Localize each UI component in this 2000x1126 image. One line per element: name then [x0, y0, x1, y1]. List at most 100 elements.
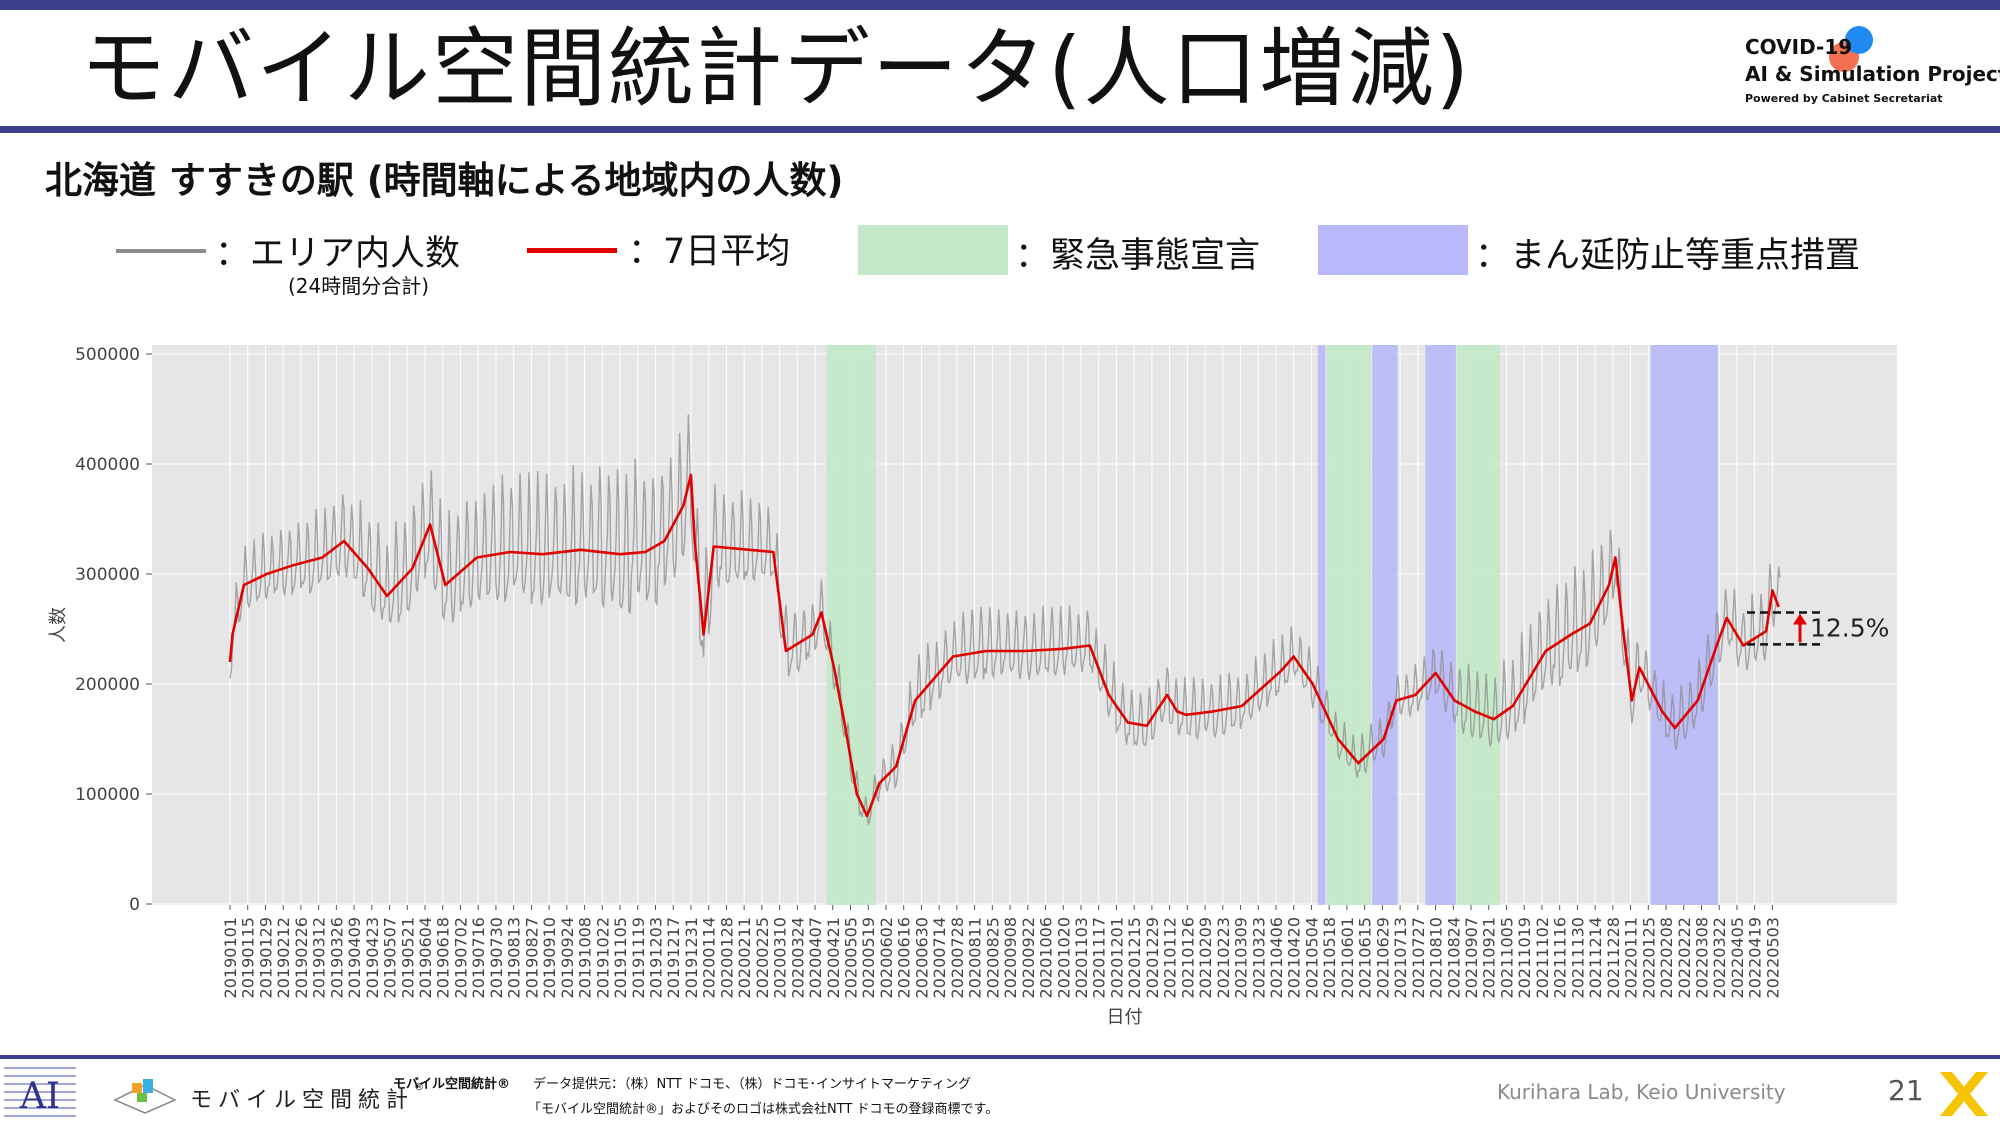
x-tick-label: 20201229 [1143, 917, 1162, 998]
x-tick-label: 20200407 [806, 917, 825, 998]
x-tick-label: 20220222 [1675, 917, 1694, 998]
footer-brand-text: モバイル空間統計 [190, 1088, 415, 1113]
x-tick-label: 20200602 [877, 917, 896, 998]
blue-dot-icon [1845, 26, 1873, 54]
x-tick-label: 20190521 [398, 917, 417, 998]
x-tick-label: 20210406 [1267, 917, 1286, 998]
x-tick-label: 20211102 [1533, 917, 1552, 998]
emergency-period [1457, 345, 1501, 905]
x-tick-label: 20211130 [1568, 917, 1587, 998]
x-tick-label: 20210907 [1462, 917, 1481, 998]
x-tick-label: 20210810 [1427, 917, 1446, 998]
x-tick-label: 20190924 [558, 917, 577, 998]
legend-emergency: ：緊急事態宣言 [1015, 236, 1261, 276]
legend-seven-day-avg: ：7日平均 [628, 232, 791, 272]
x-tick-label: 20211116 [1551, 917, 1570, 998]
x-tick-label: 20190716 [469, 917, 488, 998]
x-tick-label: 20190212 [274, 917, 293, 998]
priority-period [1425, 345, 1456, 905]
x-tick-label: 20210921 [1480, 917, 1499, 998]
footer-brand-mark: ® [414, 1082, 431, 1093]
legend-red-line-icon [527, 248, 617, 253]
x-tick-label: 20191105 [611, 917, 630, 998]
footer-provider: データ提供元：（株）NTT ドコモ、（株）ドコモ･インサイトマーケティング [533, 1077, 971, 1092]
x-tick-label: 20190326 [327, 917, 346, 998]
priority-period [1317, 345, 1326, 905]
svg-text:AI: AI [19, 1076, 60, 1117]
x-tick-label: 20220322 [1710, 917, 1729, 998]
x-tick-label: 20200324 [788, 917, 807, 998]
x-tick-label: 20190813 [505, 917, 524, 998]
x-tick-label: 20191231 [682, 917, 701, 998]
x-tick-label: 20190507 [381, 917, 400, 998]
footer-trademark: 「モバイル空間統計®」およびそのロゴは株式会社NTT ドコモの登録商標です。 [528, 1102, 999, 1117]
project-logo: COVID-19 AI & Simulation Project Powered… [1745, 26, 2000, 112]
x-tick-label: 20210420 [1285, 917, 1304, 998]
x-tick-label: 20191217 [664, 917, 683, 998]
page-title: モバイル空間統計データ(人口増減) [80, 19, 1472, 119]
chart-subtitle: 北海道 すすきの駅 (時間軸による地域内の人数) [45, 159, 844, 202]
x-tick-label: 20190618 [434, 917, 453, 998]
footer-lab: Kurihara Lab, Keio University [1497, 1080, 1786, 1104]
priority-period [1372, 345, 1398, 905]
x-tick-label: 20201103 [1072, 917, 1091, 998]
y-tick-label: 100000 [75, 785, 140, 805]
y-tick-label: 300000 [75, 565, 140, 585]
x-tick-label: 20200114 [700, 917, 719, 998]
legend-gray-line-icon [116, 249, 206, 253]
legend-green-swatch [858, 225, 1008, 275]
legend-blue-swatch [1318, 225, 1468, 275]
x-tick-label: 20211005 [1497, 917, 1516, 998]
x-tick-label: 20210615 [1356, 917, 1375, 998]
y-axis-label: 人数 [48, 607, 69, 643]
logo-line2: AI & Simulation Project [1745, 62, 2000, 86]
x-tick-label: 20200714 [930, 917, 949, 998]
x-tick-label: 20210518 [1320, 917, 1339, 998]
x-tick-label: 20200519 [859, 917, 878, 998]
legend-area-note: (24時間分合計) [288, 274, 430, 298]
emergency-period [1326, 345, 1371, 905]
x-tick-label: 20210223 [1214, 917, 1233, 998]
x-tick-label: 20220208 [1657, 917, 1676, 998]
x-tick-label: 20211019 [1515, 917, 1534, 998]
x-tick-label: 20200922 [1019, 917, 1038, 998]
x-tick-label: 20211228 [1604, 917, 1623, 998]
x-tick-label: 20190910 [540, 917, 559, 998]
x-tick-label: 20201006 [1037, 917, 1056, 998]
x-tick-label: 20210209 [1196, 917, 1215, 998]
x-tick-label: 20190129 [256, 917, 275, 998]
priority-period [1650, 345, 1718, 905]
x-tick-label: 20190730 [487, 917, 506, 998]
mobile-stat-logo-icon [110, 1075, 180, 1115]
x-tick-label: 20191203 [646, 917, 665, 998]
x-tick-label: 20211214 [1586, 917, 1605, 998]
footer-stat-label: モバイル空間統計® [393, 1077, 511, 1092]
x-tick-label: 20191008 [576, 917, 595, 998]
header-top-bar [0, 0, 2000, 10]
x-tick-label: 20191119 [629, 917, 648, 998]
x-tick-label: 20200630 [912, 917, 931, 998]
x-tick-label: 20200421 [824, 917, 843, 998]
x-tick-label: 20210112 [1161, 917, 1180, 998]
x-tick-label: 20210504 [1302, 917, 1321, 998]
logo-line3: Powered by Cabinet Secretariat [1745, 92, 1943, 105]
x-tick-label: 20220405 [1728, 917, 1747, 998]
x-tick-label: 20190101 [221, 917, 240, 998]
x-tick-label: 20190226 [292, 917, 311, 998]
x-tick-label: 20190409 [345, 917, 364, 998]
footer-divider [0, 1055, 2000, 1059]
series-seven-day-avg [228, 473, 1780, 818]
x-tick-label: 20190423 [363, 917, 382, 998]
x-tick-label: 20190827 [522, 917, 541, 998]
x-tick-label: 20200728 [948, 917, 967, 998]
x-tick-label: 20200908 [1001, 917, 1020, 998]
logo-line1: COVID-19 [1745, 35, 1853, 59]
series-area-population [229, 414, 1781, 825]
x-tick-label: 20200128 [717, 917, 736, 998]
x-tick-label: 20200811 [966, 917, 985, 998]
x-tick-label: 20191022 [593, 917, 612, 998]
y-tick-label: 400000 [75, 455, 140, 475]
x-tick-label: 20210601 [1338, 917, 1357, 998]
legend: ：エリア内人数 (24時間分合計) ：7日平均 ：緊急事態宣言 ：まん延防止等重… [0, 215, 2000, 305]
x-tick-label: 20210126 [1178, 917, 1197, 998]
